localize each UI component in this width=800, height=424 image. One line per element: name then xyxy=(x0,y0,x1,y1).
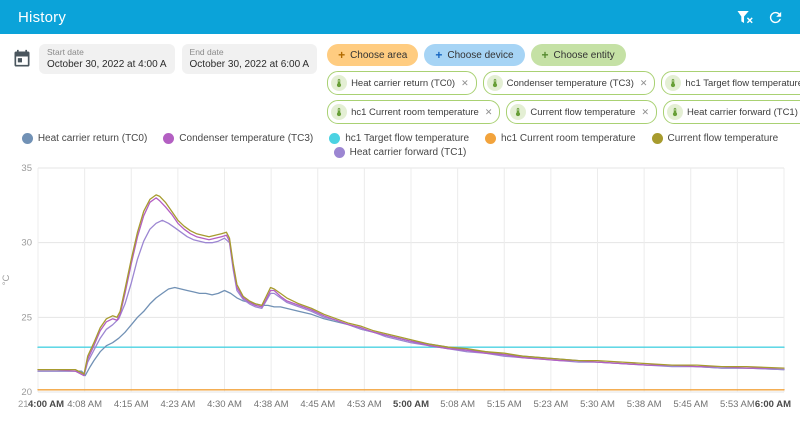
svg-text:5:38 AM: 5:38 AM xyxy=(627,399,662,410)
thermometer-icon xyxy=(667,104,684,120)
entity-chip[interactable]: Heat carrier return (TC0) ✕ xyxy=(327,71,477,95)
chip-close-icon[interactable]: ✕ xyxy=(484,106,493,117)
end-date-label: End date xyxy=(189,47,224,57)
plus-icon: + xyxy=(541,48,549,62)
svg-text:5:15 AM: 5:15 AM xyxy=(487,399,522,410)
svg-text:4:23 AM: 4:23 AM xyxy=(160,399,195,410)
choose-chip-choose-entity[interactable]: + Choose entity xyxy=(530,44,626,66)
entity-chip-label: Condenser temperature (TC3) xyxy=(506,77,634,89)
filter-remove-button[interactable] xyxy=(730,3,760,31)
svg-text:5:23 AM: 5:23 AM xyxy=(533,399,568,410)
svg-text:4:53 AM: 4:53 AM xyxy=(347,399,382,410)
legend-row: Heat carrier return (TC0) Condenser tempe… xyxy=(21,133,779,144)
entity-chip[interactable]: Condenser temperature (TC3) ✕ xyxy=(482,71,656,95)
entity-chip-label: hc1 Target flow temperature xyxy=(685,77,800,89)
start-date-field[interactable]: Start date October 30, 2022 at 4:00 A xyxy=(39,44,175,74)
legend-label: hc1 Target flow temperature xyxy=(345,133,470,144)
legend-dot xyxy=(329,133,341,144)
legend-item[interactable]: Heat carrier return (TC0) xyxy=(21,133,148,144)
legend-dot xyxy=(651,133,663,144)
svg-text:6:00 AM: 6:00 AM xyxy=(755,399,791,410)
end-date-field[interactable]: End date October 30, 2022 at 6:00 A xyxy=(181,44,318,74)
legend-row: Heat carrier forward (TC1) xyxy=(333,147,467,158)
legend-dot xyxy=(21,133,33,144)
svg-text:°C: °C xyxy=(1,275,12,286)
chip-close-icon[interactable]: ✕ xyxy=(641,106,650,117)
svg-text:5:45 AM: 5:45 AM xyxy=(673,399,708,410)
legend-label: hc1 Current room temperature xyxy=(501,133,636,144)
thermometer-icon xyxy=(486,75,503,91)
legend-item[interactable]: Current flow temperature xyxy=(651,133,779,144)
choose-chip-choose-area[interactable]: + Choose area xyxy=(327,44,419,66)
svg-text:4:08 AM: 4:08 AM xyxy=(67,399,102,410)
entity-chip[interactable]: Heat carrier forward (TC1)✕ xyxy=(663,100,800,124)
entity-chip[interactable]: hc1 Target flow temperature✕ xyxy=(661,71,800,95)
legend-item[interactable]: hc1 Current room temperature xyxy=(485,133,636,144)
thermometer-icon xyxy=(331,104,348,120)
svg-text:5:30 AM: 5:30 AM xyxy=(580,399,615,410)
legend-label: Condenser temperature (TC3) xyxy=(179,133,314,144)
svg-text:5:00 AM: 5:00 AM xyxy=(393,399,429,410)
plus-icon: + xyxy=(338,48,346,62)
entity-chips-row-1: Heat carrier return (TC0) ✕ Condenser temp… xyxy=(327,71,800,95)
history-chart[interactable]: 20 25 30 35 4:00 AM 4:08 AM 4:15 AM 4:23 AM 4:30… xyxy=(0,158,800,418)
svg-text:5:08 AM: 5:08 AM xyxy=(440,399,475,410)
refresh-icon xyxy=(769,11,781,23)
legend-item[interactable]: hc1 Target flow temperature xyxy=(329,133,469,144)
refresh-button[interactable] xyxy=(760,3,790,31)
end-date-value: October 30, 2022 at 6:00 A xyxy=(189,59,310,70)
chip-close-icon[interactable]: ✕ xyxy=(639,77,648,88)
legend-dot xyxy=(333,147,345,158)
legend-dot xyxy=(485,133,497,144)
svg-text:21: 21 xyxy=(18,399,29,410)
calendar-icon[interactable] xyxy=(12,49,32,74)
filter-remove-icon xyxy=(737,11,753,24)
filter-bar: Start date October 30, 2022 at 4:00 A En… xyxy=(0,34,800,128)
thermometer-icon xyxy=(510,104,527,120)
entity-chips-row-2: hc1 Current room temperature ✕ Current flo… xyxy=(327,100,800,124)
start-date-value: October 30, 2022 at 4:00 A xyxy=(47,59,167,70)
choose-chip-label: Choose device xyxy=(447,49,514,61)
entity-chip-label: Current flow temperature xyxy=(530,106,636,118)
page-title: History xyxy=(18,8,67,26)
choose-chip-label: Choose entity xyxy=(553,49,615,61)
entity-chip-label: Heat carrier forward (TC1) xyxy=(687,106,798,118)
legend-label: Current flow temperature xyxy=(667,133,779,144)
entity-chip-label: Heat carrier return (TC0) xyxy=(351,77,456,89)
svg-text:4:15 AM: 4:15 AM xyxy=(114,399,149,410)
svg-text:4:45 AM: 4:45 AM xyxy=(300,399,335,410)
choose-chips-row: + Choose area + Choose device + Choose entity xyxy=(327,44,790,66)
choose-chip-label: Choose area xyxy=(350,49,408,61)
entity-chip-label: hc1 Current room temperature xyxy=(351,106,479,118)
svg-text:30: 30 xyxy=(21,238,32,249)
chart-legend: Heat carrier return (TC0) Condenser tempe… xyxy=(0,128,800,158)
legend-label: Heat carrier forward (TC1) xyxy=(349,147,467,158)
svg-text:4:30 AM: 4:30 AM xyxy=(207,399,242,410)
svg-text:5:53 AM: 5:53 AM xyxy=(720,399,755,410)
svg-text:20: 20 xyxy=(21,387,32,398)
entity-chip[interactable]: Current flow temperature ✕ xyxy=(506,100,658,124)
app-header: History xyxy=(0,0,800,34)
choose-chip-choose-device[interactable]: + Choose device xyxy=(424,44,525,66)
chips-area: + Choose area + Choose device + Choose entity… xyxy=(327,44,800,124)
svg-text:4:38 AM: 4:38 AM xyxy=(254,399,289,410)
thermometer-icon xyxy=(331,75,348,91)
entity-chip[interactable]: hc1 Current room temperature ✕ xyxy=(327,100,501,124)
plus-icon: + xyxy=(435,48,443,62)
svg-text:25: 25 xyxy=(21,312,32,323)
legend-item[interactable]: Heat carrier forward (TC1) xyxy=(333,147,467,158)
legend-dot xyxy=(163,133,175,144)
svg-text:35: 35 xyxy=(21,163,32,174)
svg-text:4:00 AM: 4:00 AM xyxy=(28,399,64,410)
chip-close-icon[interactable]: ✕ xyxy=(461,77,469,88)
start-date-label: Start date xyxy=(47,47,84,57)
legend-item[interactable]: Condenser temperature (TC3) xyxy=(163,133,313,144)
legend-label: Heat carrier return (TC0) xyxy=(37,133,148,144)
thermometer-icon xyxy=(665,75,682,91)
